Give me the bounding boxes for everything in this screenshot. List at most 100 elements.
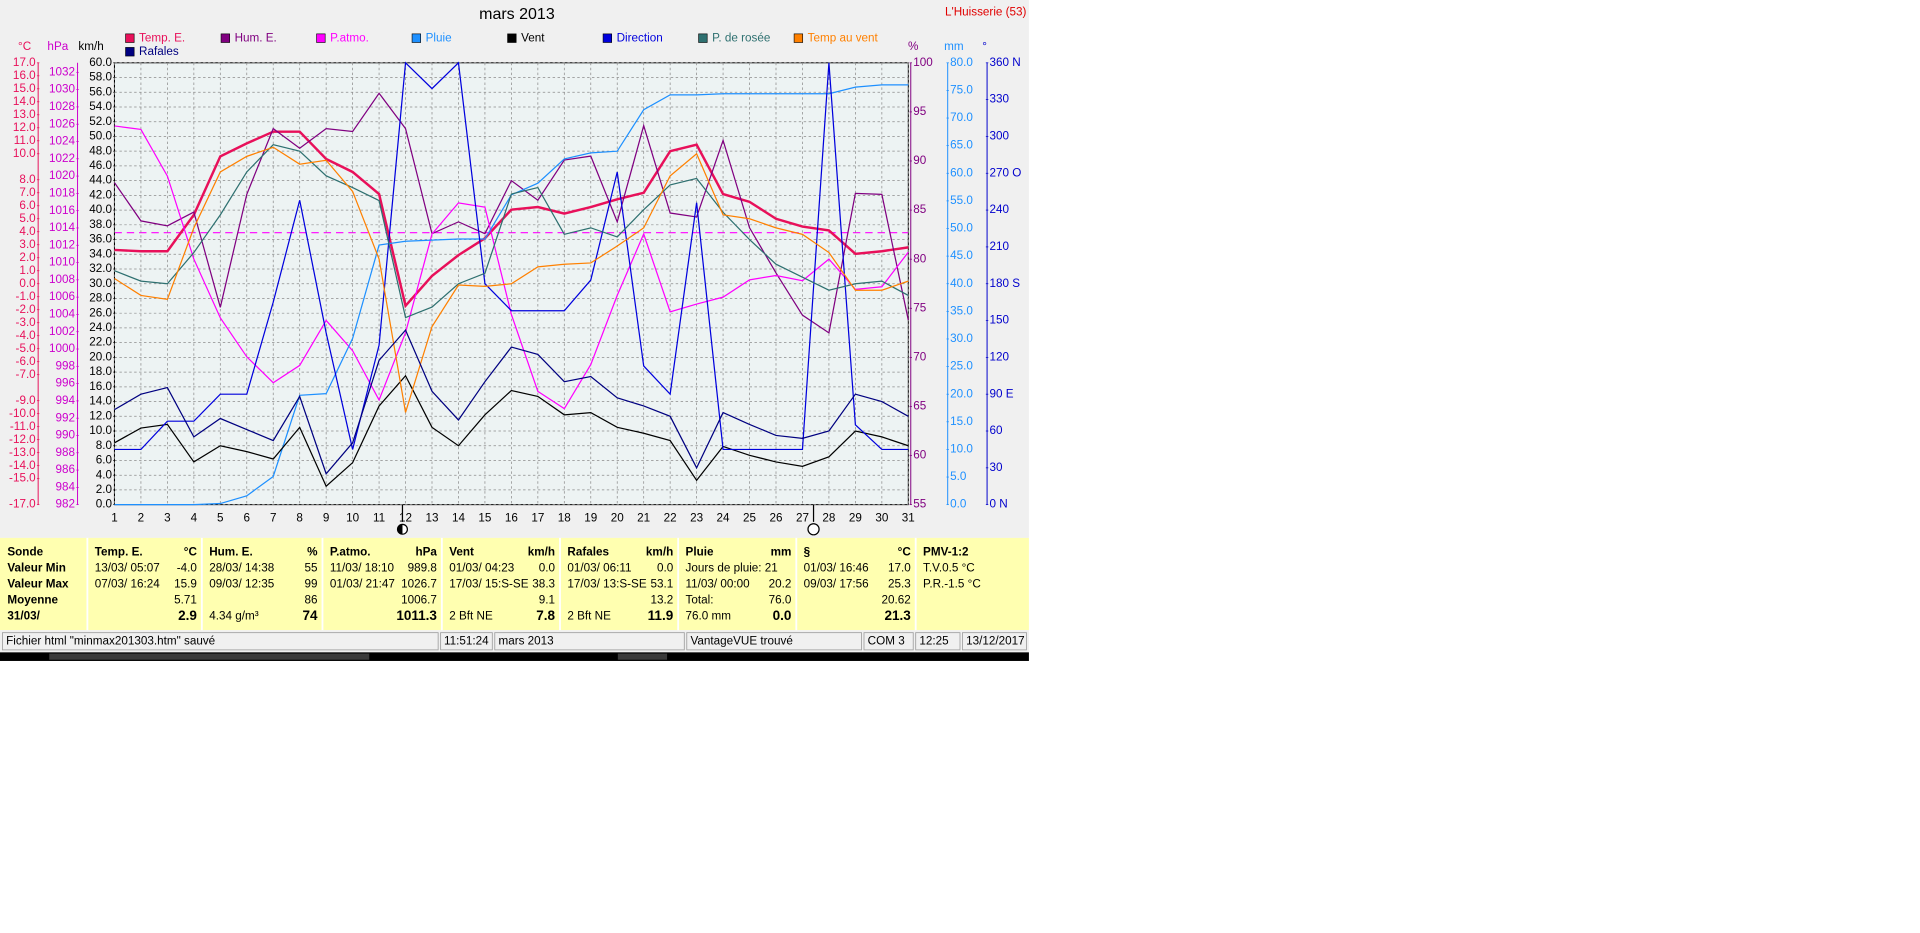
y-tick-label: 32.0 [89, 262, 112, 275]
y-tick-label: 10.0 [89, 424, 112, 437]
x-tick-label: 23 [690, 511, 703, 524]
legend-label: Direction [617, 31, 663, 44]
y-tick-label: 25.0 [950, 360, 973, 373]
cell-value: 17.0 [888, 562, 911, 575]
legend-swatch [125, 47, 135, 57]
x-tick-label: 11 [373, 511, 385, 524]
column-header: § [804, 546, 811, 559]
y-tick-label: 44.0 [89, 174, 112, 187]
full-moon-icon [807, 523, 820, 536]
summary-table: Sonde Valeur Min Valeur Max Moyenne 31/03/Te… [7, 537, 981, 631]
legend-label: Vent [521, 31, 545, 44]
x-tick-label: 8 [296, 511, 303, 524]
axis-unit: ° [982, 40, 987, 53]
y-tick-label: 17.0 [13, 56, 36, 69]
y-tick-label: 1002 [49, 325, 75, 338]
y-tick-label: 55 [913, 498, 927, 511]
axis-unit: % [908, 40, 918, 53]
chart: °C17.016.015.014.013.012.011.010.08.07.0… [9, 31, 1021, 524]
y-tick-label: 13.0 [13, 108, 36, 121]
column-header: Hum. E. [209, 546, 253, 559]
legend-swatch [411, 33, 421, 43]
legend-label: Hum. E. [235, 31, 277, 44]
row-header: Valeur Max [7, 578, 69, 591]
cell-text: T.V.0.5 °C [923, 562, 975, 575]
x-tick-label: 24 [717, 511, 731, 524]
x-tick-label: 4 [191, 511, 198, 524]
x-tick-label: 20 [611, 511, 625, 524]
y-tick-label: 60 [913, 449, 927, 462]
cell-value: 11.9 [648, 608, 674, 623]
legend-label: P.atmo. [330, 31, 369, 44]
y-tick-label: 1020 [49, 169, 76, 182]
taskbar [0, 652, 1029, 661]
legend-swatch [602, 33, 613, 43]
y-tick-label: 0.0 [96, 498, 113, 511]
y-tick-label: 986 [56, 463, 76, 476]
status-text: mars 2013 [498, 634, 553, 647]
cell-text: 17/03/ 15:S-SE [449, 578, 528, 591]
column-header: Rafales [567, 546, 609, 559]
legend-swatch [793, 33, 804, 43]
series-line [114, 143, 909, 319]
cell-value: 20.62 [882, 594, 911, 607]
cell-value: 76.0 [769, 594, 792, 607]
y-tick-label: 990 [56, 429, 76, 442]
y-tick-label: 38.0 [89, 218, 112, 231]
x-tick-label: 7 [270, 511, 277, 524]
y-tick-label: 12.0 [13, 121, 36, 134]
y-tick-label: 42.0 [89, 188, 112, 201]
x-tick-label: 26 [769, 511, 782, 524]
cell-text: 11/03/ 18:10 [330, 562, 395, 575]
y-tick-label: 45.0 [950, 249, 973, 262]
cell-text: 76.0 mm [686, 610, 731, 623]
y-tick-label: 1006 [49, 290, 75, 303]
y-tick-label: 80.0 [950, 56, 973, 69]
column-unit: km/h [646, 546, 673, 559]
y-tick-label: 210 [990, 240, 1010, 253]
legend-label: Rafales [139, 45, 179, 58]
x-tick-label: 18 [558, 511, 571, 524]
legend-swatch [698, 33, 708, 43]
status-text: 11:51:24 [444, 634, 489, 647]
y-tick-label: 34.0 [89, 247, 112, 260]
column-header: Vent [449, 546, 474, 559]
y-tick-label: 1018 [49, 186, 75, 199]
y-tick-label: 50.0 [89, 130, 112, 143]
y-tick-label: 28.0 [89, 292, 112, 305]
cell-text: Total: [686, 594, 714, 607]
cell-value: 53.1 [650, 578, 673, 591]
cell-text: 28/03/ 14:38 [209, 562, 274, 575]
y-tick-label: 150 [990, 314, 1010, 327]
legend-label: P. de rosée [712, 31, 770, 44]
y-tick-label: 58.0 [89, 71, 112, 84]
y-tick-label: 70 [913, 350, 927, 363]
series-line [114, 146, 909, 413]
status-cell [494, 632, 685, 651]
column-unit: °C [898, 546, 912, 559]
cell-text: 4.34 g/m³ [209, 610, 258, 623]
status-cell [962, 632, 1027, 651]
cell-text: 01/03/ 21:47 [330, 578, 395, 591]
row-header: Valeur Min [7, 562, 65, 575]
status-cell [2, 632, 439, 651]
y-tick-label: 11.0 [14, 134, 36, 147]
cell-value: 1026.7 [401, 578, 437, 591]
x-tick-label: 1 [111, 511, 118, 524]
y-tick-label: 0.0 [950, 498, 967, 511]
cell-text: 09/03/ 17:56 [804, 578, 869, 591]
y-tick-label: 48.0 [89, 144, 112, 157]
x-tick-label: 22 [664, 511, 677, 524]
moon-phase-shade [397, 524, 403, 535]
cell-value: 1006.7 [401, 594, 437, 607]
x-tick-label: 16 [505, 511, 518, 524]
status-text: 13/12/2017 [966, 634, 1024, 647]
status-text: VantageVUE trouvé [690, 634, 792, 647]
axis-unit: km/h [78, 40, 103, 53]
y-tick-label: 996 [56, 377, 76, 390]
column-unit: km/h [528, 546, 555, 559]
y-tick-label: 1010 [49, 256, 76, 269]
x-tick-label: 2 [138, 511, 145, 524]
y-tick-label: 2.0 [96, 483, 113, 496]
y-tick-label: 12.0 [89, 409, 112, 422]
